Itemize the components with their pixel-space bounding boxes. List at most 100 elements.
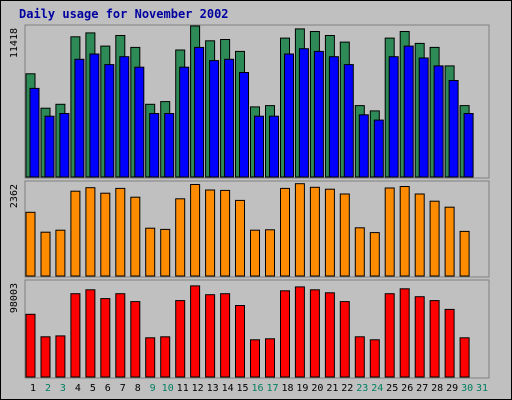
bar-p1-s2-day-6 <box>104 64 115 178</box>
bar-p3-s1-day-11 <box>175 300 186 378</box>
bar-p1-s2-day-4 <box>74 58 85 178</box>
bar-p3-s1-day-22 <box>339 301 350 378</box>
bar-p1-s2-day-5 <box>89 53 100 178</box>
bar-p2-s1-day-2 <box>40 231 51 277</box>
x-tick-day-17: 17 <box>266 383 278 394</box>
bar-p2-s1-day-11 <box>175 198 186 277</box>
bar-p3-s1-day-10 <box>160 336 171 378</box>
panel-1: 11418 <box>9 24 490 179</box>
x-tick-day-6: 6 <box>105 383 111 394</box>
bar-p1-s2-day-17 <box>269 115 279 178</box>
bar-p3-s1-day-30 <box>459 337 470 378</box>
bar-p1-s2-day-12 <box>194 46 205 178</box>
bar-p2-s1-day-19 <box>294 183 305 277</box>
bar-p1-s2-day-21 <box>328 56 339 178</box>
x-tick-day-19: 19 <box>296 383 308 394</box>
bar-p1-s2-day-29 <box>448 80 459 178</box>
bar-p3-s1-day-12 <box>190 285 201 378</box>
bar-p3-s1-day-29 <box>444 308 455 378</box>
chart-panels: 11418 2362 98003 <box>9 24 490 379</box>
bar-p2-s1-day-18 <box>280 187 290 277</box>
bar-p2-s1-day-9 <box>145 227 156 277</box>
panel-3-max-label: 98003 <box>9 283 20 313</box>
bar-p3-s1-day-8 <box>130 301 141 378</box>
bar-p2-s1-day-26 <box>399 186 410 277</box>
bar-p1-s2-day-26 <box>403 45 414 178</box>
x-tick-day-18: 18 <box>281 383 293 394</box>
bar-p2-s1-day-24 <box>369 232 380 277</box>
x-tick-day-5: 5 <box>90 383 96 394</box>
bar-p1-s2-day-14 <box>224 58 235 178</box>
bar-p1-s2-day-8 <box>134 66 145 178</box>
x-tick-day-7: 7 <box>120 383 126 394</box>
bar-p2-s1-day-25 <box>384 187 395 277</box>
bar-p3-s1-day-14 <box>220 293 231 378</box>
bar-p3-s1-day-26 <box>399 288 410 378</box>
bar-p2-s1-day-12 <box>190 184 201 277</box>
bar-p1-s2-day-22 <box>343 64 354 178</box>
x-tick-day-25: 25 <box>386 383 398 394</box>
bar-p3-s1-day-5 <box>85 289 96 378</box>
bar-p1-s2-day-25 <box>388 56 399 178</box>
x-tick-day-31: 31 <box>476 383 488 394</box>
bar-p3-s1-day-19 <box>294 286 305 378</box>
bar-p3-s1-day-24 <box>369 339 380 378</box>
bar-p1-s2-day-2 <box>44 115 55 178</box>
x-tick-day-12: 12 <box>192 383 204 394</box>
panel-3: 98003 <box>9 279 490 379</box>
x-tick-day-27: 27 <box>416 383 428 394</box>
bar-p1-s2-day-3 <box>59 113 70 178</box>
x-tick-day-21: 21 <box>326 383 338 394</box>
bar-p3-s1-day-23 <box>354 336 365 378</box>
bar-p1-s2-day-1 <box>29 87 40 178</box>
bar-p3-s1-day-6 <box>100 298 111 378</box>
bar-p2-s1-day-13 <box>205 189 216 277</box>
bar-p1-s2-day-27 <box>418 57 429 178</box>
x-tick-day-20: 20 <box>311 383 323 394</box>
bar-p3-s1-day-28 <box>429 300 440 378</box>
bar-p1-s2-day-11 <box>179 66 190 178</box>
bar-p2-s1-day-10 <box>160 228 171 277</box>
bar-p2-s1-day-5 <box>85 187 96 277</box>
bar-p3-s1-day-25 <box>384 293 395 378</box>
bar-p1-s2-day-18 <box>284 53 294 178</box>
bar-p3-s1-day-9 <box>145 337 156 378</box>
bar-p2-s1-day-27 <box>414 193 425 277</box>
x-tick-day-16: 16 <box>251 383 263 394</box>
bar-p1-s2-day-10 <box>164 113 175 178</box>
x-tick-day-23: 23 <box>356 383 368 394</box>
bar-p3-s1-day-20 <box>309 289 320 378</box>
bar-p1-s2-day-9 <box>149 113 160 178</box>
bar-p1-s2-day-13 <box>209 60 220 178</box>
x-tick-day-24: 24 <box>371 383 383 394</box>
x-tick-day-10: 10 <box>162 383 174 394</box>
bar-p1-s2-day-16 <box>254 115 264 178</box>
bar-p2-s1-day-20 <box>309 186 320 277</box>
bar-p3-s1-day-13 <box>205 294 216 378</box>
x-tick-day-15: 15 <box>236 383 248 394</box>
x-tick-day-13: 13 <box>207 383 219 394</box>
x-tick-day-4: 4 <box>75 383 81 394</box>
bar-p3-s1-day-27 <box>414 296 425 378</box>
x-tick-day-11: 11 <box>177 383 189 394</box>
x-tick-day-8: 8 <box>135 383 141 394</box>
bar-p3-s1-day-4 <box>70 293 81 378</box>
x-tick-day-1: 1 <box>30 383 36 394</box>
bar-p1-s2-day-23 <box>358 114 369 178</box>
bar-p2-s1-day-21 <box>324 188 335 277</box>
bar-p1-s2-day-19 <box>298 48 309 178</box>
x-tick-day-22: 22 <box>341 383 353 394</box>
bar-p2-s1-day-3 <box>55 229 66 277</box>
x-tick-day-2: 2 <box>45 383 51 394</box>
bar-p2-s1-day-23 <box>354 227 365 277</box>
bar-p3-s1-day-16 <box>250 339 260 378</box>
bar-p2-s1-day-1 <box>25 211 36 277</box>
bar-p2-s1-day-7 <box>115 187 126 277</box>
bar-p3-s1-day-21 <box>324 292 335 378</box>
bar-p3-s1-day-7 <box>115 293 126 378</box>
chart-title: Daily usage for November 2002 <box>19 7 229 21</box>
bar-p2-s1-day-17 <box>265 229 275 277</box>
bar-p3-s1-day-18 <box>280 290 290 378</box>
x-tick-day-28: 28 <box>431 383 443 394</box>
